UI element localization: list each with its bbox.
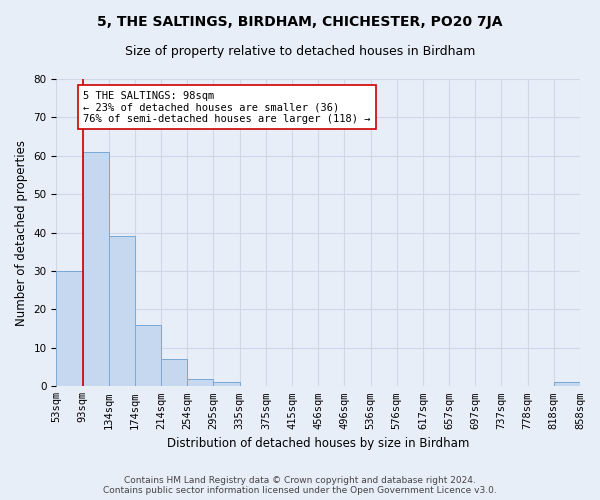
Text: Size of property relative to detached houses in Birdham: Size of property relative to detached ho… xyxy=(125,45,475,58)
Y-axis label: Number of detached properties: Number of detached properties xyxy=(15,140,28,326)
Bar xyxy=(161,360,187,386)
Bar xyxy=(56,271,83,386)
Bar xyxy=(83,152,109,386)
Bar xyxy=(214,382,239,386)
Bar xyxy=(554,382,580,386)
Text: Contains HM Land Registry data © Crown copyright and database right 2024.
Contai: Contains HM Land Registry data © Crown c… xyxy=(103,476,497,495)
Bar xyxy=(109,236,135,386)
X-axis label: Distribution of detached houses by size in Birdham: Distribution of detached houses by size … xyxy=(167,437,469,450)
Bar xyxy=(135,325,161,386)
Text: 5 THE SALTINGS: 98sqm
← 23% of detached houses are smaller (36)
76% of semi-deta: 5 THE SALTINGS: 98sqm ← 23% of detached … xyxy=(83,90,371,124)
Text: 5, THE SALTINGS, BIRDHAM, CHICHESTER, PO20 7JA: 5, THE SALTINGS, BIRDHAM, CHICHESTER, PO… xyxy=(97,15,503,29)
Bar xyxy=(187,378,214,386)
